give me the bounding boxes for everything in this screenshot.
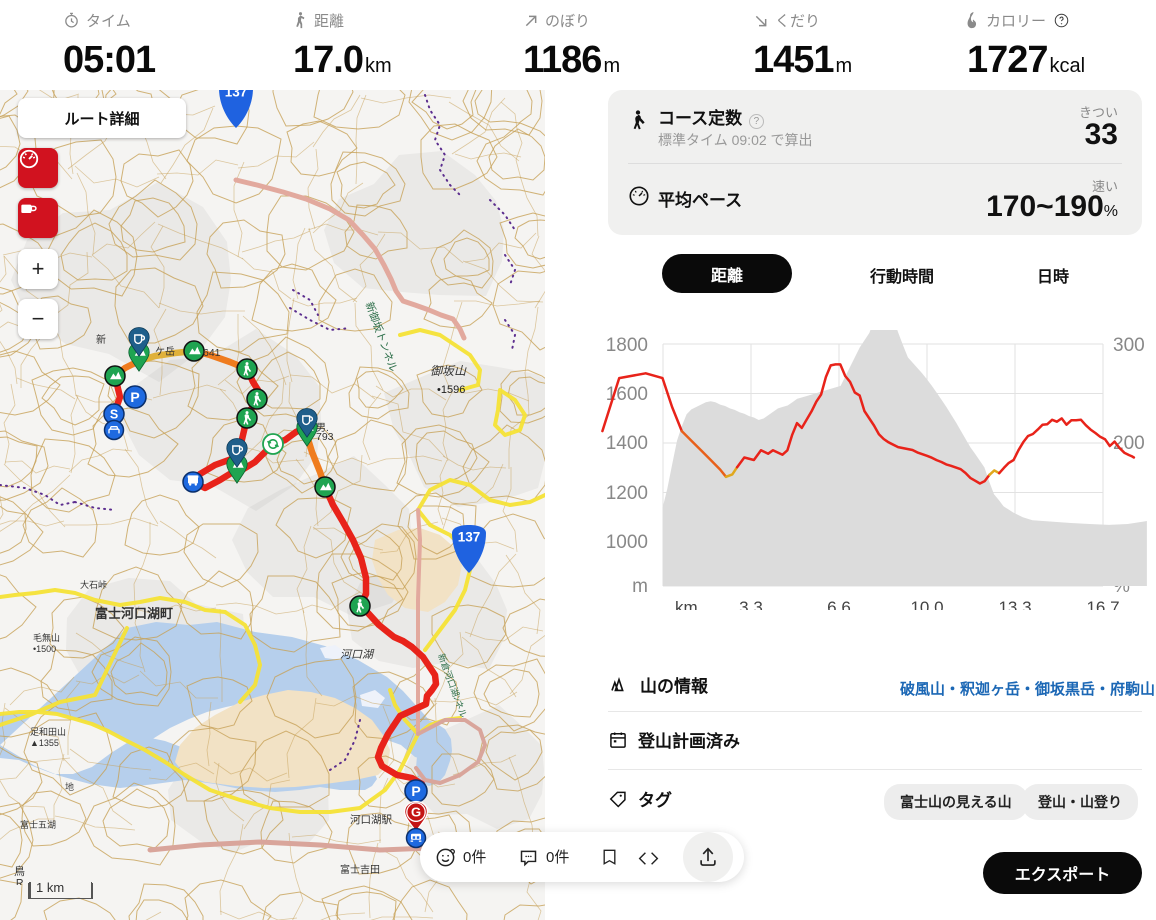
svg-text:▲1355: ▲1355 [30,738,59,748]
svg-text:1000: 1000 [606,532,648,553]
svg-text:16.7: 16.7 [1086,598,1119,610]
svg-text:足和田山: 足和田山 [30,727,66,737]
svg-text:ケ岳: ケ岳 [155,346,175,358]
svg-text:毛無山: 毛無山 [33,632,60,643]
svg-text:•1500: •1500 [33,644,56,654]
svg-text:河口湖駅: 河口湖駅 [350,814,392,826]
svg-text:300: 300 [1113,335,1145,356]
svg-text:•1596: •1596 [437,384,465,396]
svg-text:1800: 1800 [606,335,648,356]
svg-text:鳥: 鳥 [14,864,25,878]
svg-text:6.6: 6.6 [827,598,851,610]
svg-text:河口湖: 河口湖 [340,648,375,661]
svg-text:御坂山: 御坂山 [430,364,467,378]
svg-text:3.3: 3.3 [739,598,763,610]
svg-text:富士吉田: 富士吉田 [340,863,380,876]
svg-text:1200: 1200 [606,483,648,504]
svg-text:793: 793 [316,431,334,443]
svg-text:新: 新 [96,333,106,346]
svg-text:641: 641 [203,347,221,359]
svg-text:大石峠: 大石峠 [80,579,107,590]
svg-text:富士五湖: 富士五湖 [20,819,56,830]
svg-text:m: m [632,576,648,597]
svg-text:13.3: 13.3 [998,598,1031,610]
svg-text:200: 200 [1113,433,1145,454]
svg-text:10.0: 10.0 [910,598,943,610]
svg-text:1400: 1400 [606,433,648,454]
svg-text:富士河口湖町: 富士河口湖町 [95,606,173,621]
svg-text:km: km [675,598,698,610]
svg-text:地: 地 [65,781,74,792]
svg-text:Ｒ: Ｒ [14,878,25,885]
